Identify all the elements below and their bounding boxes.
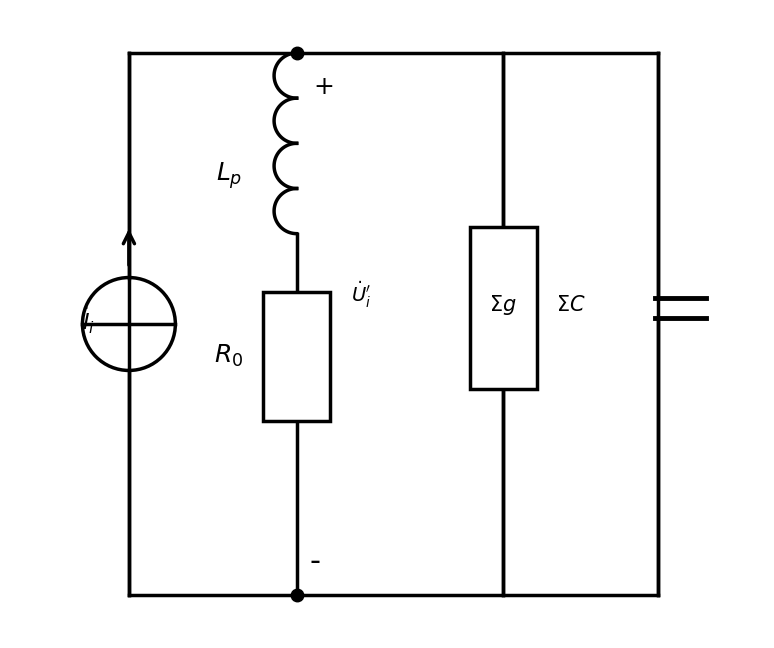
Bar [263,292,330,421]
Text: $\Sigma g$: $\Sigma g$ [489,293,517,317]
Text: $\dot{U}_i^{\prime}$: $\dot{U}_i^{\prime}$ [351,280,372,310]
Bar [470,227,536,389]
Text: -: - [310,547,320,576]
Text: +: + [313,75,334,98]
Text: $\dot{I}_i$: $\dot{I}_i$ [82,305,95,336]
Text: $\Sigma C$: $\Sigma C$ [556,295,586,315]
Text: $L_p$: $L_p$ [216,160,242,191]
Text: $R_0$: $R_0$ [214,343,244,369]
